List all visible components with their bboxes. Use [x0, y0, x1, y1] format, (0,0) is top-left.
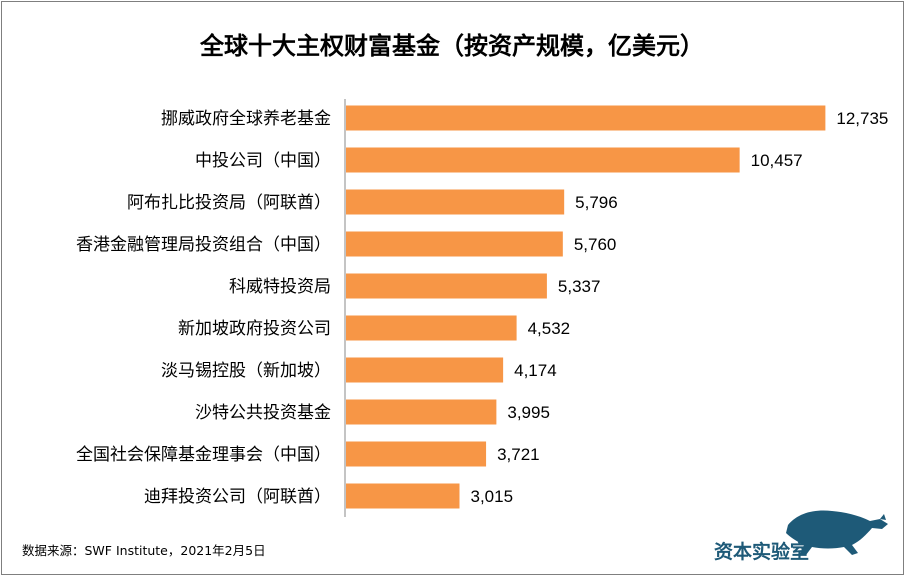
category-label: 中投公司（中国）	[195, 151, 331, 171]
value-label: 10,457	[751, 151, 803, 170]
value-label: 5,796	[575, 193, 618, 212]
bar	[346, 105, 826, 131]
value-label: 4,174	[514, 361, 557, 380]
bar	[346, 441, 487, 467]
panther-icon	[786, 510, 888, 555]
category-label: 科威特投资局	[229, 277, 331, 297]
category-label: 香港金融管理局投资组合（中国）	[76, 235, 331, 255]
value-label: 3,015	[470, 487, 513, 506]
chart-title: 全球十大主权财富基金（按资产规模，亿美元）	[199, 32, 704, 60]
category-label: 挪威政府全球养老基金	[161, 109, 331, 129]
bar	[346, 189, 565, 215]
bars-group	[346, 105, 826, 509]
brand-name: 资本实验室	[714, 540, 809, 563]
bar	[346, 147, 740, 173]
source-note: 数据来源：SWF Institute，2021年2月5日	[22, 543, 266, 558]
value-labels-group: 12,735 10,457 5,796 5,760 5,337 4,532 4,174 3,9…	[470, 109, 888, 506]
bar	[346, 357, 504, 383]
bar	[346, 231, 563, 257]
category-label: 沙特公共投资基金	[195, 403, 331, 423]
category-label: 全国社会保障基金理事会（中国）	[76, 445, 331, 465]
value-label: 5,760	[574, 235, 617, 254]
bar	[346, 483, 460, 509]
bar	[346, 273, 547, 299]
category-label: 阿布扎比投资局（阿联酋）	[127, 193, 331, 213]
value-label: 4,532	[528, 319, 571, 338]
bar	[346, 315, 517, 341]
bar	[346, 399, 497, 425]
value-label: 12,735	[836, 109, 888, 128]
value-label: 5,337	[558, 277, 601, 296]
category-label: 迪拜投资公司（阿联酋）	[144, 487, 331, 507]
category-label: 淡马锡控股（新加坡）	[161, 361, 331, 381]
brand-logo: 资本实验室	[714, 510, 888, 563]
category-label: 新加坡政府投资公司	[178, 319, 331, 339]
value-label: 3,721	[497, 445, 540, 464]
value-label: 3,995	[507, 403, 550, 422]
